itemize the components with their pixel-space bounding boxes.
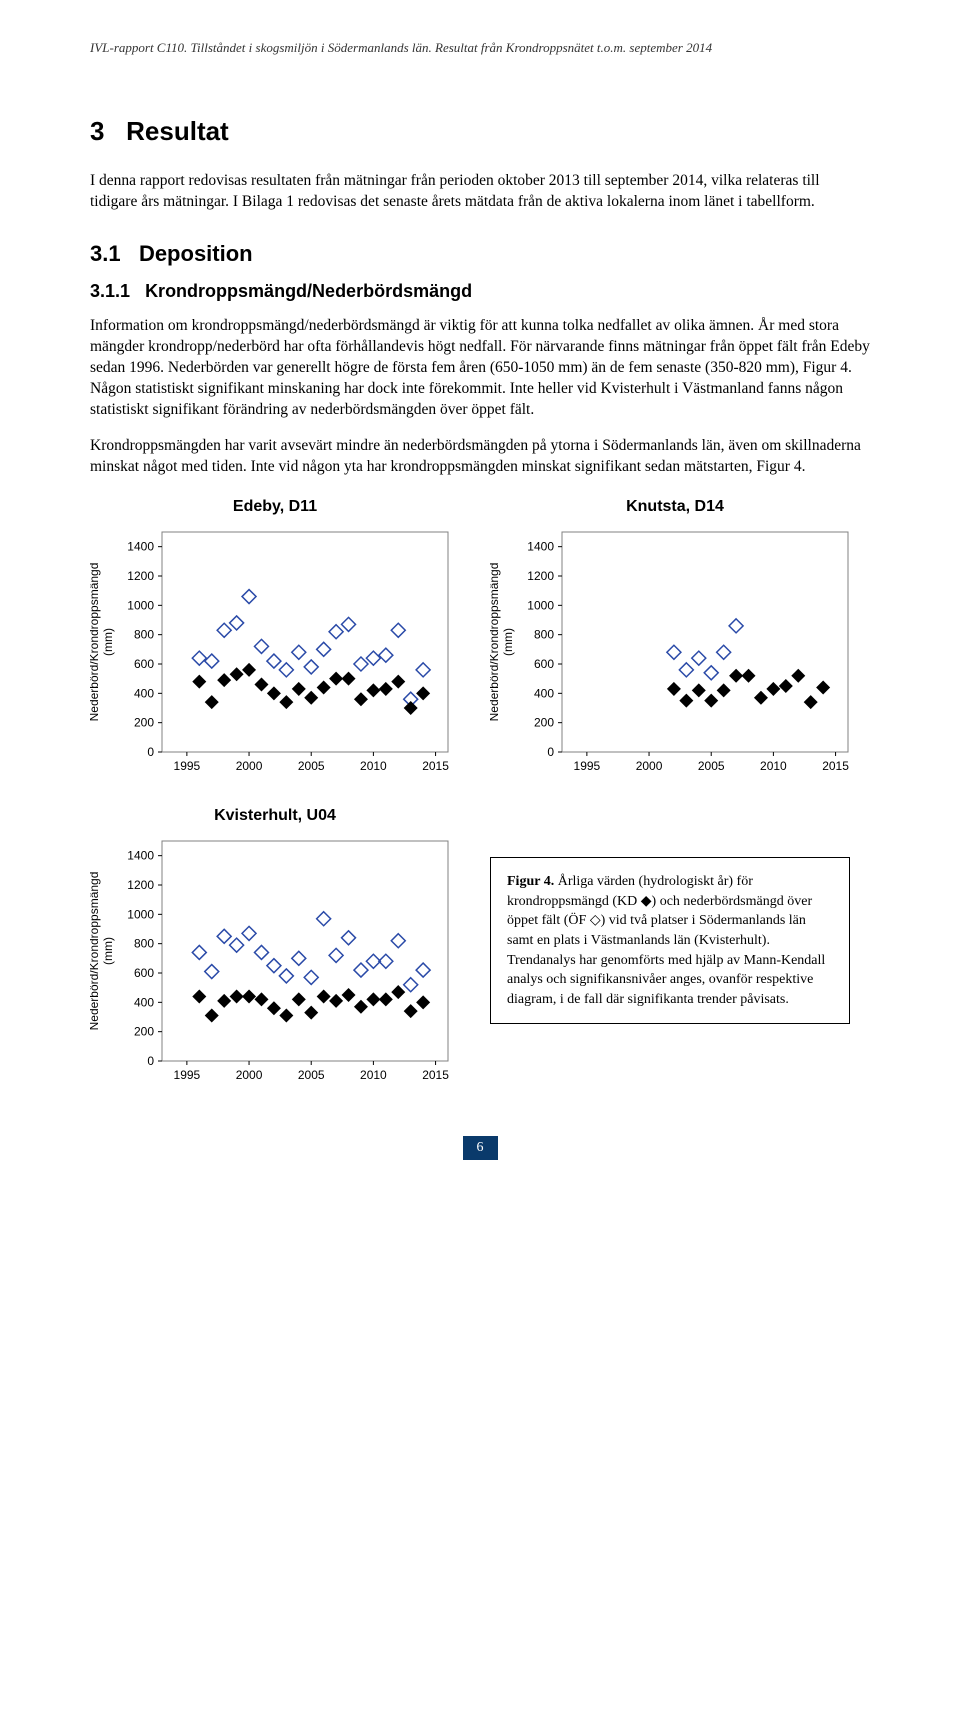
svg-text:2000: 2000 — [636, 759, 663, 773]
svg-text:1200: 1200 — [527, 569, 554, 583]
chart-title: Kvisterhult, U04 — [90, 807, 460, 825]
svg-text:1400: 1400 — [527, 540, 554, 554]
svg-text:200: 200 — [134, 1025, 154, 1039]
svg-text:Nederbörd/Krondroppsmängd(mm): Nederbörd/Krondroppsmängd(mm) — [490, 563, 515, 722]
filled-diamond-icon: ◆ — [641, 894, 652, 909]
para-1: Information om krondroppsmängd/nederbörd… — [90, 316, 870, 421]
svg-text:2005: 2005 — [698, 759, 725, 773]
subsubsection-title: Krondroppsmängd/Nederbördsmängd — [145, 281, 472, 301]
svg-text:800: 800 — [134, 937, 154, 951]
svg-text:200: 200 — [134, 716, 154, 730]
svg-text:2000: 2000 — [236, 759, 263, 773]
subsection-num: 3.1 — [90, 241, 121, 266]
para-2: Krondroppsmängden har varit avsevärt min… — [90, 436, 870, 478]
svg-text:1000: 1000 — [127, 599, 154, 613]
svg-text:2010: 2010 — [360, 759, 387, 773]
svg-text:1200: 1200 — [127, 569, 154, 583]
figure-caption: Figur 4. Årliga värden (hydrologiskt år)… — [490, 857, 850, 1024]
svg-text:1000: 1000 — [527, 599, 554, 613]
subsubsection-num: 3.1.1 — [90, 281, 130, 301]
svg-text:2010: 2010 — [760, 759, 787, 773]
chart-row-top: Edeby, D11 0 200 400 600 800 1000 1200 1400 1995… — [90, 498, 870, 787]
chart-svg: 0 200 400 600 800 1000 1200 1400 1995 2000 2005 201… — [90, 831, 460, 1091]
chart-kvisterhult: Kvisterhult, U04 0 200 400 600 800 1000 1200 14… — [90, 807, 460, 1096]
svg-text:800: 800 — [534, 628, 554, 642]
chart-row-bottom: Kvisterhult, U04 0 200 400 600 800 1000 1200 14… — [90, 807, 870, 1096]
running-header: IVL-rapport C110. Tillståndet i skogsmil… — [90, 40, 870, 56]
section-num: 3 — [90, 116, 104, 146]
subsection-title: Deposition — [139, 241, 253, 266]
page-number: 6 — [463, 1136, 498, 1160]
svg-text:400: 400 — [134, 687, 154, 701]
caption-label: Figur 4. — [507, 874, 554, 889]
chart-title: Edeby, D11 — [90, 498, 460, 516]
chart-svg: 0 200 400 600 800 1000 1200 1400 1995 2000 2005 201… — [490, 522, 860, 782]
svg-text:800: 800 — [134, 628, 154, 642]
svg-text:1995: 1995 — [174, 759, 201, 773]
svg-text:2010: 2010 — [360, 1068, 387, 1082]
subsection-heading: 3.1 Deposition — [90, 241, 870, 267]
svg-text:2005: 2005 — [298, 1068, 325, 1082]
chart-edeby: Edeby, D11 0 200 400 600 800 1000 1200 1400 1995… — [90, 498, 460, 787]
svg-text:0: 0 — [547, 745, 554, 759]
svg-text:1995: 1995 — [574, 759, 601, 773]
svg-text:2005: 2005 — [298, 759, 325, 773]
svg-text:1200: 1200 — [127, 878, 154, 892]
subsubsection-heading: 3.1.1 Krondroppsmängd/Nederbördsmängd — [90, 281, 870, 302]
open-diamond-icon: ◇ — [590, 913, 601, 928]
svg-text:1000: 1000 — [127, 908, 154, 922]
svg-text:Nederbörd/Krondroppsmängd(mm): Nederbörd/Krondroppsmängd(mm) — [90, 872, 115, 1031]
svg-text:1400: 1400 — [127, 849, 154, 863]
section-intro: I denna rapport redovisas resultaten frå… — [90, 171, 870, 213]
svg-text:1995: 1995 — [174, 1068, 201, 1082]
svg-text:2015: 2015 — [422, 1068, 449, 1082]
svg-text:600: 600 — [134, 657, 154, 671]
section-title: Resultat — [126, 116, 229, 146]
svg-text:2015: 2015 — [822, 759, 849, 773]
svg-text:1400: 1400 — [127, 540, 154, 554]
section-heading: 3 Resultat — [90, 116, 870, 147]
chart-knutsta: Knutsta, D14 0 200 400 600 800 1000 1200 1400 19… — [490, 498, 860, 787]
svg-text:600: 600 — [134, 966, 154, 980]
svg-text:0: 0 — [147, 1054, 154, 1068]
svg-text:0: 0 — [147, 745, 154, 759]
svg-text:400: 400 — [134, 996, 154, 1010]
svg-text:200: 200 — [534, 716, 554, 730]
chart-title: Knutsta, D14 — [490, 498, 860, 516]
svg-text:2015: 2015 — [422, 759, 449, 773]
svg-text:2000: 2000 — [236, 1068, 263, 1082]
svg-text:Nederbörd/Krondroppsmängd(mm): Nederbörd/Krondroppsmängd(mm) — [90, 563, 115, 722]
svg-text:400: 400 — [534, 687, 554, 701]
page-number-wrap: 6 — [90, 1136, 870, 1160]
svg-text:600: 600 — [534, 657, 554, 671]
chart-svg: 0 200 400 600 800 1000 1200 1400 1995 2000 2005 201… — [90, 522, 460, 782]
